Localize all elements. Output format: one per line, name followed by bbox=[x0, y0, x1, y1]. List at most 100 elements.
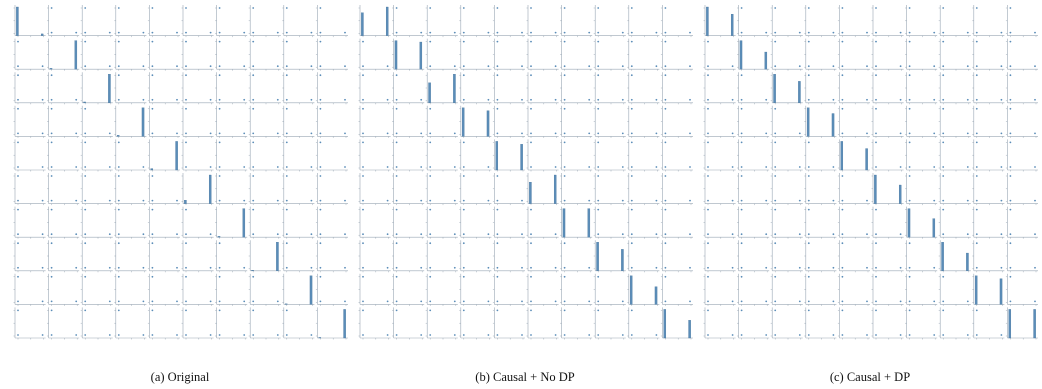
scatter-point bbox=[395, 74, 398, 77]
scatter-point bbox=[563, 175, 566, 177]
scatter-point bbox=[1000, 199, 1003, 202]
scatter-point bbox=[487, 233, 490, 236]
subplot-5-4 bbox=[492, 173, 525, 206]
scatter-point bbox=[563, 7, 566, 9]
scatter-point bbox=[462, 141, 465, 144]
subplot-9-3 bbox=[459, 307, 492, 340]
subplot-1-2 bbox=[80, 38, 113, 71]
scatter-point bbox=[908, 141, 911, 144]
scatter-point bbox=[798, 31, 801, 34]
caption-causal-no-dp: (b) Causal + No DP bbox=[475, 370, 575, 384]
scatter-point bbox=[621, 233, 624, 236]
scatter-point bbox=[453, 166, 456, 168]
scatter-point bbox=[966, 31, 969, 34]
scatter-point bbox=[707, 208, 709, 211]
subplot-8-3 bbox=[804, 273, 837, 306]
subplot-2-8 bbox=[627, 72, 660, 105]
scatter-point bbox=[285, 7, 288, 9]
scatter-point bbox=[597, 300, 600, 303]
scatter-point bbox=[975, 309, 978, 312]
subplot-3-4 bbox=[147, 105, 180, 138]
scatter-point bbox=[185, 266, 187, 269]
scatter-point bbox=[563, 242, 566, 245]
scatter-point bbox=[1000, 266, 1003, 269]
scatter-point bbox=[84, 266, 87, 269]
scatter-point bbox=[707, 98, 709, 101]
scatter-point bbox=[563, 199, 566, 202]
scatter-point bbox=[319, 166, 322, 168]
scatter-point bbox=[975, 74, 978, 77]
subplot-3-3 bbox=[459, 105, 492, 138]
subplot-9-7 bbox=[938, 307, 971, 340]
scatter-point bbox=[588, 199, 591, 202]
subplot-0-9 bbox=[1005, 5, 1038, 38]
subplot-7-5 bbox=[526, 240, 559, 273]
scatter-point bbox=[429, 166, 432, 168]
scatter-point bbox=[908, 242, 911, 245]
scatter-point bbox=[84, 233, 87, 236]
scatter-point bbox=[664, 233, 667, 236]
scatter-point bbox=[774, 40, 777, 43]
scatter-point bbox=[84, 242, 87, 245]
histogram-bar bbox=[394, 40, 398, 70]
histogram-bar bbox=[385, 6, 389, 36]
scatter-point bbox=[832, 334, 835, 336]
scatter-point bbox=[966, 65, 969, 68]
scatter-point bbox=[487, 334, 490, 336]
scatter-point bbox=[75, 166, 78, 168]
scatter-point bbox=[84, 208, 87, 211]
scatter-point bbox=[841, 233, 844, 236]
scatter-point bbox=[420, 266, 423, 269]
histogram-bar bbox=[831, 113, 835, 137]
scatter-point bbox=[1009, 141, 1012, 144]
scatter-point bbox=[285, 40, 288, 43]
scatter-point bbox=[975, 132, 978, 135]
histogram-bar bbox=[428, 82, 431, 103]
subplot-2-0 bbox=[13, 72, 46, 105]
scatter-point bbox=[597, 31, 600, 34]
scatter-point bbox=[655, 31, 658, 34]
scatter-point bbox=[908, 266, 911, 269]
scatter-point bbox=[554, 132, 557, 135]
subplot-8-3 bbox=[459, 273, 492, 306]
scatter-point bbox=[664, 132, 667, 135]
subplot-0-6 bbox=[215, 5, 248, 38]
scatter-point bbox=[395, 7, 398, 9]
scatter-point bbox=[875, 233, 877, 236]
subplot-1-4 bbox=[837, 38, 870, 71]
subplot-9-7 bbox=[248, 307, 281, 340]
scatter-point bbox=[621, 199, 624, 202]
subplot-6-0 bbox=[13, 206, 46, 239]
scatter-point bbox=[84, 334, 87, 336]
subplot-8-1 bbox=[47, 273, 80, 306]
scatter-point bbox=[740, 7, 743, 9]
scatter-point bbox=[899, 31, 902, 34]
scatter-point bbox=[866, 132, 868, 135]
scatter-point bbox=[252, 199, 255, 202]
scatter-point bbox=[218, 132, 221, 135]
scatter-point bbox=[276, 166, 279, 168]
scatter-point bbox=[319, 31, 322, 34]
scatter-point bbox=[908, 300, 911, 303]
subplot-1-8 bbox=[627, 38, 660, 71]
scatter-point bbox=[362, 98, 364, 101]
scatter-point bbox=[1000, 166, 1003, 168]
subplot-9-2 bbox=[770, 307, 803, 340]
scatter-point bbox=[362, 107, 364, 110]
subplot-0-2 bbox=[770, 5, 803, 38]
subplot-2-0 bbox=[358, 72, 391, 105]
scatter-point bbox=[731, 199, 734, 202]
scatter-point bbox=[151, 275, 154, 278]
scatter-point bbox=[664, 242, 667, 245]
scatter-point bbox=[908, 65, 911, 68]
subplot-3-8 bbox=[282, 105, 315, 138]
histogram-bar bbox=[739, 40, 743, 70]
scatter-point bbox=[630, 199, 633, 202]
scatter-point bbox=[117, 40, 120, 43]
scatter-point bbox=[530, 166, 532, 168]
scatter-point bbox=[563, 65, 566, 68]
subplot-4-4 bbox=[147, 139, 180, 172]
histogram-bar bbox=[840, 141, 844, 171]
scatter-point bbox=[740, 208, 743, 211]
subplot-7-7 bbox=[248, 240, 281, 273]
